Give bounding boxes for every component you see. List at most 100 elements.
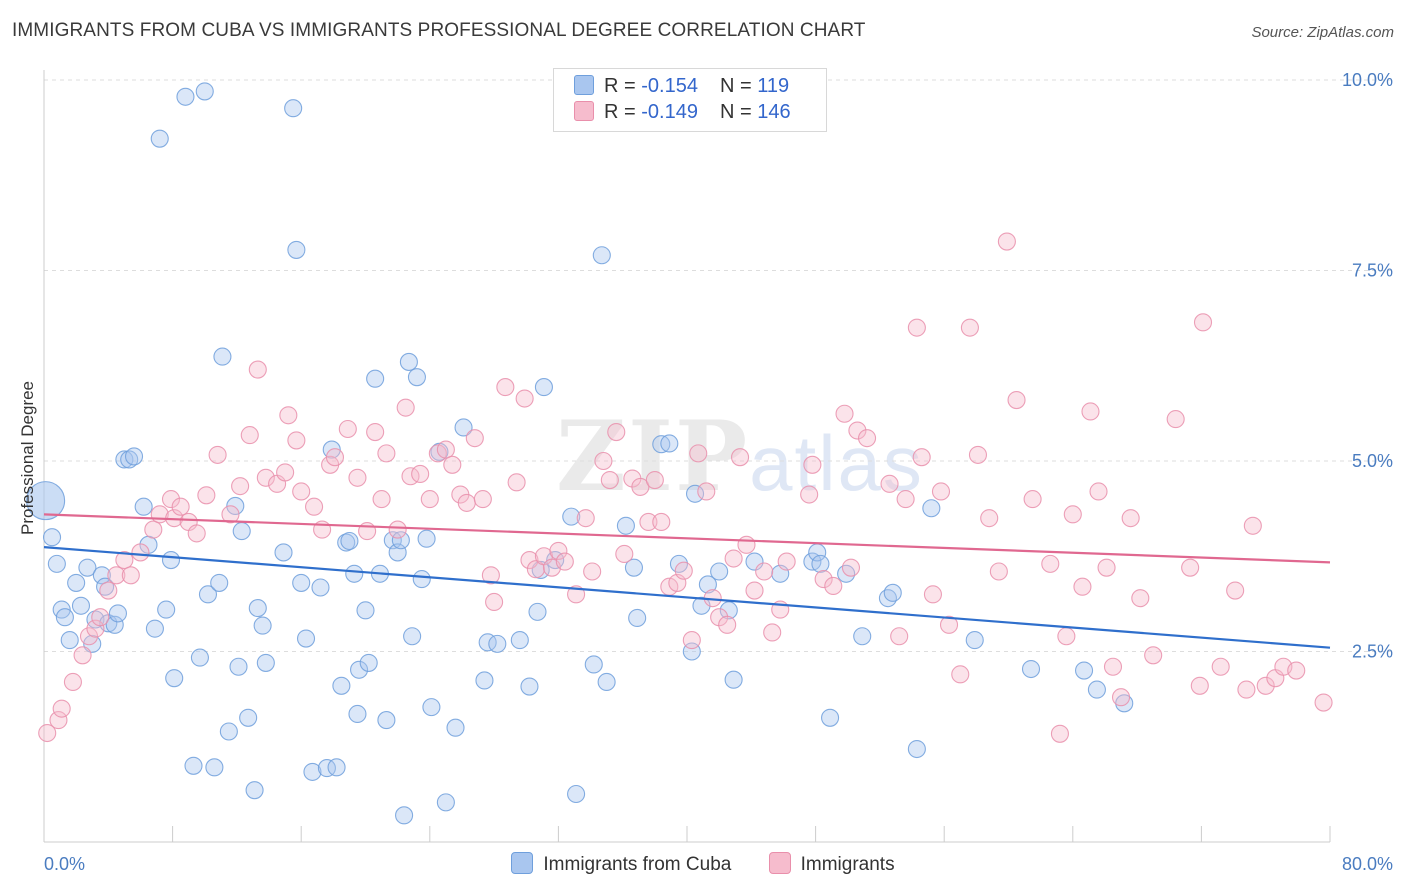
trend-line <box>43 513 1331 564</box>
data-point <box>279 406 298 425</box>
data-point <box>931 482 951 501</box>
data-point <box>922 499 941 518</box>
data-point <box>47 554 66 573</box>
legend-r-label: R = <box>604 101 642 123</box>
data-point <box>800 485 819 504</box>
data-point <box>274 543 293 562</box>
legend-swatch-immigrants <box>574 101 594 121</box>
data-point <box>60 631 79 650</box>
y-tick-label: 7.5% <box>1352 261 1393 281</box>
data-point <box>697 482 716 501</box>
data-point <box>340 531 359 551</box>
data-point <box>507 473 526 492</box>
data-point <box>848 421 867 440</box>
bottom-legend-item-immigrants: Immigrants <box>768 852 895 876</box>
data-point <box>534 378 553 397</box>
data-point <box>205 758 224 777</box>
data-point <box>145 619 164 638</box>
data-point <box>628 608 647 628</box>
data-point <box>841 558 861 577</box>
data-point <box>377 444 396 463</box>
data-point <box>1131 589 1150 608</box>
data-point <box>652 512 671 532</box>
data-point <box>583 562 602 581</box>
data-point <box>1089 482 1108 501</box>
data-point <box>105 615 124 634</box>
data-point <box>366 422 385 442</box>
data-point <box>345 564 364 583</box>
data-point <box>67 573 86 592</box>
bottom-legend: Immigrants from Cuba Immigrants <box>0 852 1406 876</box>
data-point <box>821 708 840 727</box>
legend-r-value: -0.154 <box>641 75 698 97</box>
data-point <box>1211 657 1230 676</box>
data-point <box>187 524 206 543</box>
data-point <box>359 653 378 672</box>
legend-row-immigrants: R = -0.149 N = 146 <box>574 101 791 127</box>
legend-r-label: R = <box>604 75 642 97</box>
data-point <box>108 604 127 623</box>
data-point <box>372 490 391 509</box>
data-point <box>131 543 150 562</box>
data-point <box>814 570 833 589</box>
data-point <box>481 566 500 585</box>
data-point <box>99 581 118 600</box>
data-point <box>520 551 539 570</box>
data-point <box>730 448 750 467</box>
data-point <box>92 566 111 585</box>
data-point <box>1073 577 1092 596</box>
data-point <box>292 573 311 592</box>
data-point <box>737 535 756 554</box>
data-point <box>248 599 267 618</box>
data-point <box>824 576 843 596</box>
data-point <box>232 522 251 541</box>
data-point <box>660 434 679 453</box>
legend-box: R = -0.154 N = 119 R = -0.149 N = 146 <box>553 68 827 132</box>
data-point <box>528 602 547 621</box>
data-point <box>853 627 872 646</box>
data-point <box>520 677 539 696</box>
data-point <box>190 648 209 667</box>
data-point <box>311 578 330 597</box>
y-tick-label: 5.0% <box>1352 451 1393 471</box>
data-point <box>231 477 250 496</box>
data-point <box>1087 680 1106 699</box>
data-point <box>1237 680 1256 699</box>
data-point <box>837 564 856 583</box>
data-point <box>645 470 664 490</box>
data-point <box>685 484 705 503</box>
legend-r-value: -0.149 <box>641 101 698 123</box>
data-point <box>171 497 190 516</box>
data-point <box>607 422 626 442</box>
data-point <box>719 601 738 620</box>
data-point <box>803 455 822 474</box>
data-point <box>256 468 275 487</box>
data-point <box>549 541 568 560</box>
data-point <box>38 723 57 743</box>
data-point <box>391 531 410 550</box>
data-point <box>303 762 322 781</box>
data-point <box>1041 554 1060 573</box>
data-point <box>287 431 306 450</box>
data-point <box>78 558 97 577</box>
data-point <box>325 448 345 467</box>
data-point <box>777 552 796 571</box>
y-axis-label: Professional Degree <box>18 381 37 535</box>
data-point <box>436 793 455 812</box>
data-point <box>399 352 418 371</box>
data-point <box>939 615 959 634</box>
data-point <box>1243 516 1262 535</box>
data-point <box>965 631 984 650</box>
data-point <box>1256 676 1275 695</box>
data-point <box>165 669 184 688</box>
data-point <box>198 585 218 604</box>
data-point <box>284 99 303 118</box>
data-point <box>1190 676 1209 695</box>
data-point <box>276 463 295 482</box>
series-immigrants-points <box>38 232 1333 743</box>
legend-n-value: 146 <box>757 101 791 123</box>
data-point <box>600 470 619 490</box>
data-point <box>907 318 926 337</box>
data-point <box>1166 410 1185 429</box>
data-point <box>835 404 854 423</box>
